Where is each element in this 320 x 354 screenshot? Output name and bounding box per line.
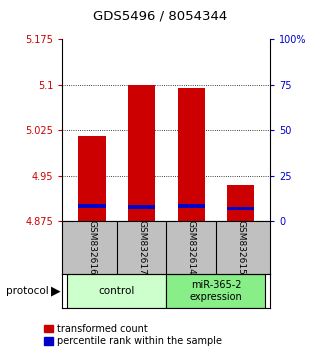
- Text: GSM832617: GSM832617: [137, 220, 146, 275]
- Text: control: control: [99, 286, 135, 296]
- Text: GSM832616: GSM832616: [88, 220, 97, 275]
- Text: miR-365-2
expression: miR-365-2 expression: [189, 280, 242, 302]
- Bar: [128, 205, 155, 209]
- Bar: [178, 204, 205, 208]
- Text: GDS5496 / 8054344: GDS5496 / 8054344: [93, 10, 227, 22]
- Bar: [227, 185, 254, 221]
- Text: GSM832615: GSM832615: [236, 220, 245, 275]
- Bar: [227, 207, 254, 210]
- Bar: [178, 87, 205, 221]
- Text: ▶: ▶: [51, 285, 61, 298]
- Text: GSM832614: GSM832614: [187, 221, 196, 275]
- Text: protocol: protocol: [6, 286, 49, 296]
- Legend: transformed count, percentile rank within the sample: transformed count, percentile rank withi…: [43, 323, 223, 347]
- Bar: [128, 85, 155, 221]
- Bar: [78, 136, 106, 221]
- Bar: [78, 204, 106, 208]
- Bar: [166, 274, 266, 308]
- Bar: [67, 274, 166, 308]
